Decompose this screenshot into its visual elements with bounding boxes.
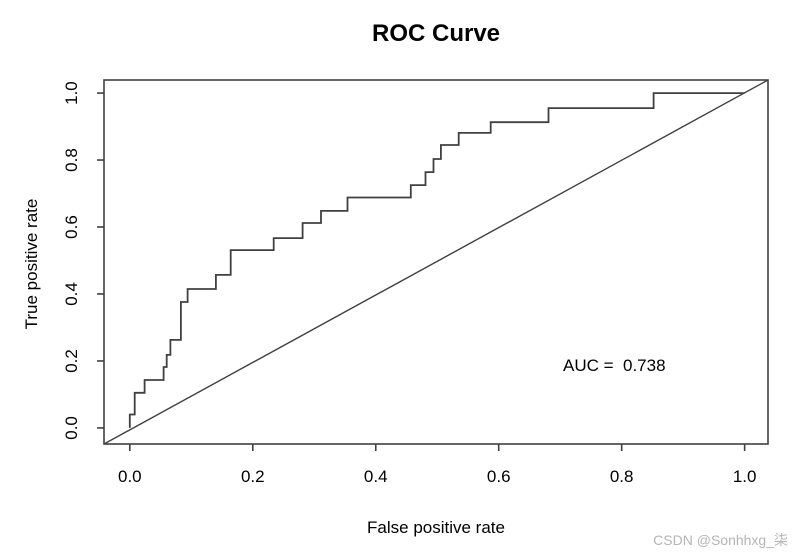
y-axis-label: True positive rate <box>22 198 41 330</box>
y-tick-label: 0.4 <box>62 282 81 306</box>
x-tick-label: 0.4 <box>364 467 388 486</box>
x-tick-label: 1.0 <box>733 467 757 486</box>
y-tick-label: 1.0 <box>62 81 81 105</box>
y-tick-label: 0.0 <box>62 416 81 440</box>
y-tick-label: 0.6 <box>62 215 81 239</box>
x-tick-label: 0.0 <box>118 467 142 486</box>
diagonal-reference-line <box>103 79 769 445</box>
x-tick-label: 0.6 <box>487 467 511 486</box>
y-tick-label: 0.2 <box>62 349 81 373</box>
auc-annotation: AUC = 0.738 <box>563 356 666 375</box>
watermark: CSDN @Sonhhxg_柒 <box>653 532 788 548</box>
x-axis-label: False positive rate <box>367 518 505 537</box>
x-tick-label: 0.8 <box>610 467 634 486</box>
y-tick-label: 0.8 <box>62 148 81 172</box>
x-tick-label: 0.2 <box>241 467 265 486</box>
roc-curve <box>128 92 745 428</box>
chart-title: ROC Curve <box>371 20 501 47</box>
plot-border <box>103 79 769 445</box>
